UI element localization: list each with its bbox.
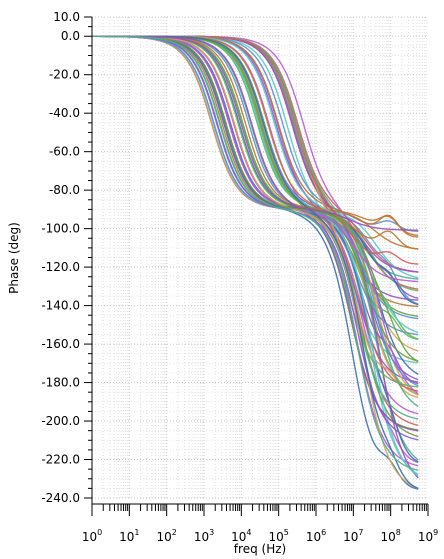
x-tick-label: 109	[418, 528, 438, 544]
phase-curve	[92, 35, 419, 279]
y-tick-label: -80.0	[49, 183, 80, 197]
y-tick-label: 10.0	[53, 10, 80, 24]
y-tick-label: -120.0	[41, 260, 80, 274]
y-tick-labels: 10.0 0.0 -20.0 -40.0 -60.0 -80.0 -100.0 -120.0 -…	[41, 10, 80, 505]
y-tick-label: -240.0	[41, 491, 80, 505]
x-tick-label: 103	[194, 528, 214, 544]
y-tick-label: -220.0	[41, 453, 80, 467]
y-tick-label: -200.0	[41, 414, 80, 428]
y-axis-label: Phase (deg)	[7, 222, 21, 294]
y-tick-label: -40.0	[49, 106, 80, 120]
x-tick-label: 104	[231, 528, 251, 544]
x-tick-label: 102	[156, 528, 176, 544]
axes	[84, 16, 429, 516]
y-tick-label: -60.0	[49, 145, 80, 159]
y-tick-label: -160.0	[41, 337, 80, 351]
y-tick-label: 0.0	[61, 29, 80, 43]
x-tick-label: 105	[268, 528, 288, 544]
y-tick-label: -140.0	[41, 299, 80, 313]
x-axis-label: freq (Hz)	[234, 542, 286, 556]
x-tick-label: 100	[82, 528, 102, 544]
phase-curve	[92, 35, 419, 471]
phase-curve	[92, 35, 419, 231]
x-tick-label: 107	[343, 528, 363, 544]
y-tick-label: -100.0	[41, 222, 80, 236]
x-tick-label: 106	[306, 528, 326, 544]
y-tick-label: -20.0	[49, 68, 80, 82]
x-tick-labels: 100 101 102 103 104 105 106 107 108 109	[82, 528, 438, 544]
x-tick-label: 108	[380, 528, 400, 544]
x-tick-label: 101	[119, 528, 139, 544]
y-tick-label: -180.0	[41, 376, 80, 390]
series-group	[92, 35, 419, 490]
